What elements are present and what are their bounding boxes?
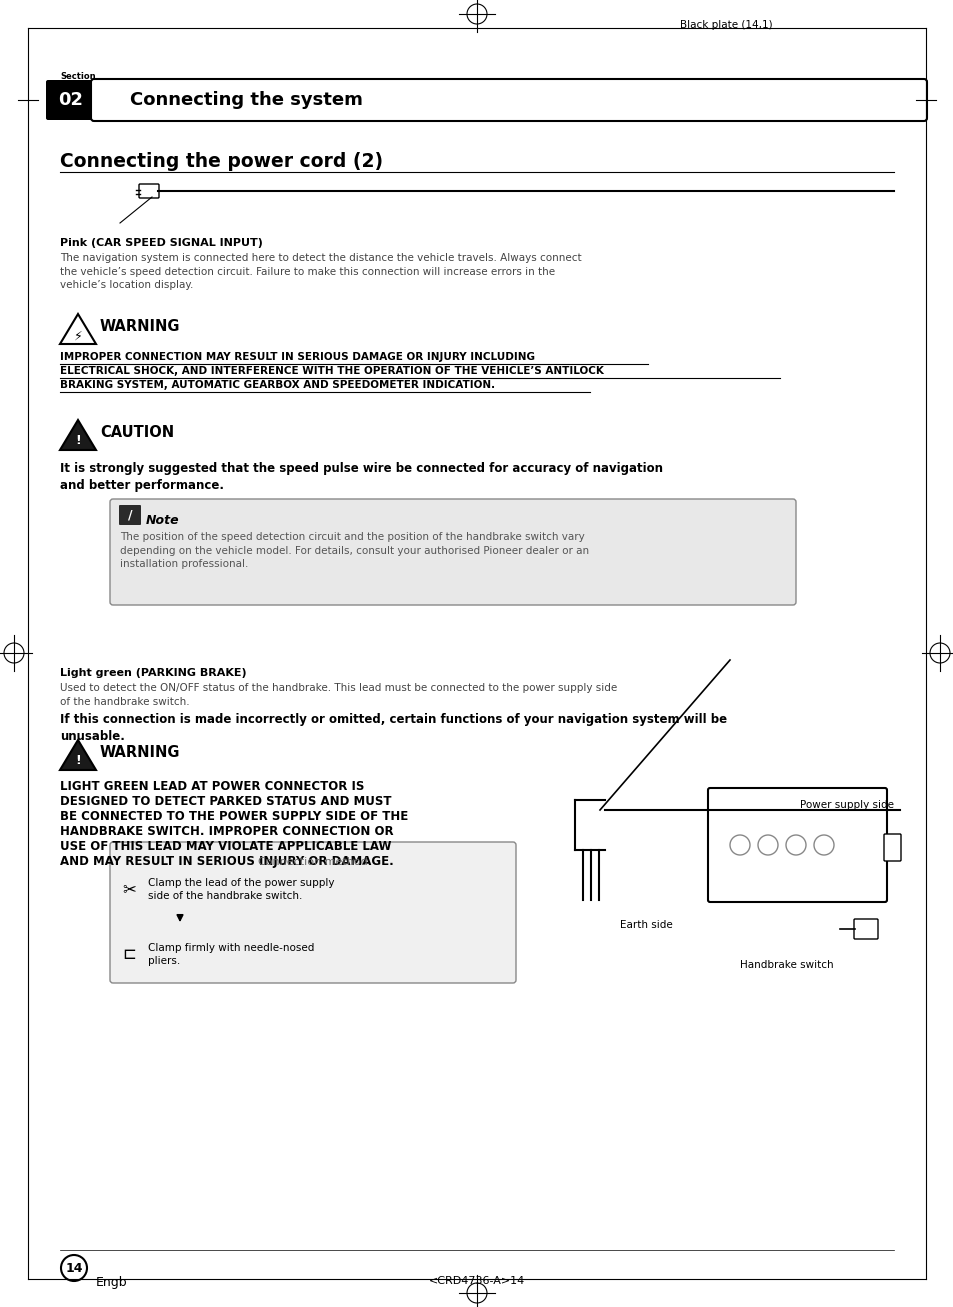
Text: The position of the speed detection circuit and the position of the handbrake sw: The position of the speed detection circ… xyxy=(120,532,589,570)
Text: Handbrake switch: Handbrake switch xyxy=(740,961,833,970)
Polygon shape xyxy=(60,420,96,450)
FancyBboxPatch shape xyxy=(707,788,886,902)
FancyBboxPatch shape xyxy=(110,842,516,983)
Text: 14: 14 xyxy=(65,1261,83,1274)
Text: Clamp firmly with needle-nosed
pliers.: Clamp firmly with needle-nosed pliers. xyxy=(148,942,314,966)
FancyBboxPatch shape xyxy=(853,919,877,938)
Text: WARNING: WARNING xyxy=(100,745,180,759)
Text: LIGHT GREEN LEAD AT POWER CONNECTOR IS: LIGHT GREEN LEAD AT POWER CONNECTOR IS xyxy=(60,780,364,793)
Text: Used to detect the ON/OFF status of the handbrake. This lead must be connected t: Used to detect the ON/OFF status of the … xyxy=(60,684,617,707)
Text: Section: Section xyxy=(60,72,95,81)
Text: <CRD4736-A>14: <CRD4736-A>14 xyxy=(429,1276,524,1286)
Text: If this connection is made incorrectly or omitted, certain functions of your nav: If this connection is made incorrectly o… xyxy=(60,714,726,744)
Polygon shape xyxy=(60,740,96,770)
Text: Pink (CAR SPEED SIGNAL INPUT): Pink (CAR SPEED SIGNAL INPUT) xyxy=(60,238,263,248)
Text: Engb: Engb xyxy=(96,1276,128,1289)
Text: !: ! xyxy=(75,434,81,447)
Text: IMPROPER CONNECTION MAY RESULT IN SERIOUS DAMAGE OR INJURY INCLUDING: IMPROPER CONNECTION MAY RESULT IN SERIOU… xyxy=(60,352,535,362)
Text: Power supply side: Power supply side xyxy=(800,800,893,810)
Polygon shape xyxy=(60,314,96,344)
Text: Connecting the system: Connecting the system xyxy=(130,91,362,108)
FancyBboxPatch shape xyxy=(119,505,141,525)
Text: Note: Note xyxy=(146,514,179,527)
Text: The navigation system is connected here to detect the distance the vehicle trave: The navigation system is connected here … xyxy=(60,254,581,290)
Text: BRAKING SYSTEM, AUTOMATIC GEARBOX AND SPEEDOMETER INDICATION.: BRAKING SYSTEM, AUTOMATIC GEARBOX AND SP… xyxy=(60,380,495,389)
Text: ⊏: ⊏ xyxy=(122,945,135,963)
Text: WARNING: WARNING xyxy=(100,319,180,335)
Text: Light green (PARKING BRAKE): Light green (PARKING BRAKE) xyxy=(60,668,247,678)
Text: ⚡: ⚡ xyxy=(73,329,82,342)
Text: Black plate (14,1): Black plate (14,1) xyxy=(679,20,772,30)
Text: !: ! xyxy=(75,754,81,766)
Text: 02: 02 xyxy=(58,91,84,108)
Text: Connecting the power cord (2): Connecting the power cord (2) xyxy=(60,152,383,171)
FancyBboxPatch shape xyxy=(139,184,159,197)
FancyBboxPatch shape xyxy=(91,78,926,122)
Text: It is strongly suggested that the speed pulse wire be connected for accuracy of : It is strongly suggested that the speed … xyxy=(60,461,662,493)
Text: ELECTRICAL SHOCK, AND INTERFERENCE WITH THE OPERATION OF THE VEHICLE’S ANTILOCK: ELECTRICAL SHOCK, AND INTERFERENCE WITH … xyxy=(60,366,603,376)
Text: HANDBRAKE SWITCH. IMPROPER CONNECTION OR: HANDBRAKE SWITCH. IMPROPER CONNECTION OR xyxy=(60,825,394,838)
Text: Earth side: Earth side xyxy=(619,920,672,931)
FancyBboxPatch shape xyxy=(883,834,900,861)
Text: Connection method: Connection method xyxy=(258,857,368,867)
Text: CAUTION: CAUTION xyxy=(100,425,174,440)
Text: ✂: ✂ xyxy=(122,880,135,898)
FancyBboxPatch shape xyxy=(110,499,795,605)
Text: Clamp the lead of the power supply
side of the handbrake switch.: Clamp the lead of the power supply side … xyxy=(148,878,335,902)
Text: AND MAY RESULT IN SERIOUS INJURY OR DAMAGE.: AND MAY RESULT IN SERIOUS INJURY OR DAMA… xyxy=(60,855,394,868)
Text: DESIGNED TO DETECT PARKED STATUS AND MUST: DESIGNED TO DETECT PARKED STATUS AND MUS… xyxy=(60,795,391,808)
Text: BE CONNECTED TO THE POWER SUPPLY SIDE OF THE: BE CONNECTED TO THE POWER SUPPLY SIDE OF… xyxy=(60,810,408,823)
Text: /: / xyxy=(128,508,132,521)
FancyBboxPatch shape xyxy=(46,80,96,120)
Text: USE OF THIS LEAD MAY VIOLATE APPLICABLE LAW: USE OF THIS LEAD MAY VIOLATE APPLICABLE … xyxy=(60,840,391,853)
